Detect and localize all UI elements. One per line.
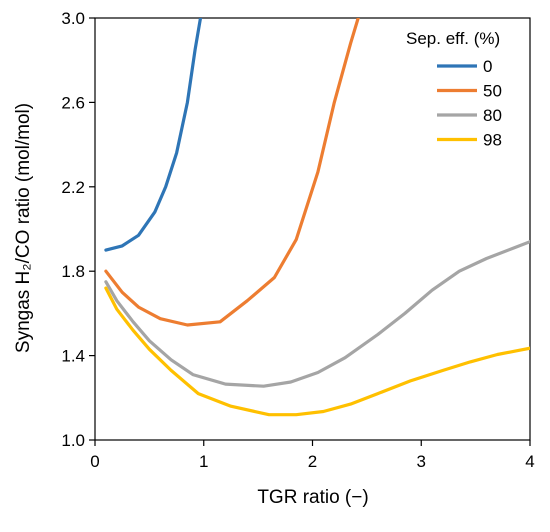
y-tick-label: 1.0 bbox=[61, 431, 85, 450]
y-tick-label: 2.2 bbox=[61, 178, 85, 197]
x-axis-ticks: 0 1 2 3 4 bbox=[90, 440, 535, 471]
legend: Sep. eff. (%) 0 50 80 98 bbox=[403, 20, 529, 154]
y-axis-title: Syngas H₂/CO ratio (mol/mol) bbox=[13, 103, 34, 353]
legend-label: 80 bbox=[483, 106, 502, 125]
y-tick-label: 3.0 bbox=[61, 9, 85, 28]
legend-items: 0 50 80 98 bbox=[437, 57, 502, 150]
legend-label: 50 bbox=[483, 82, 502, 101]
series-line-80 bbox=[104, 240, 530, 388]
x-tick-label: 4 bbox=[525, 452, 534, 471]
series-layer bbox=[104, 18, 530, 417]
series-line-50 bbox=[104, 18, 360, 327]
series-line-0 bbox=[104, 18, 203, 252]
y-tick-label: 1.4 bbox=[61, 347, 85, 366]
x-tick-label: 3 bbox=[417, 452, 426, 471]
y-tick-label: 1.8 bbox=[61, 262, 85, 281]
legend-label: 0 bbox=[483, 57, 492, 76]
legend-label: 98 bbox=[483, 131, 502, 150]
x-tick-label: 2 bbox=[308, 452, 317, 471]
y-axis-ticks: 1.0 1.4 1.8 2.2 2.6 3.0 bbox=[61, 9, 95, 450]
x-tick-label: 1 bbox=[199, 452, 208, 471]
legend-title: Sep. eff. (%) bbox=[406, 29, 500, 48]
legend-background bbox=[403, 20, 529, 154]
x-tick-label: 0 bbox=[90, 452, 99, 471]
y-tick-label: 2.6 bbox=[61, 93, 85, 112]
series-line-98 bbox=[104, 286, 530, 417]
x-axis-title: TGR ratio (−) bbox=[257, 487, 368, 508]
